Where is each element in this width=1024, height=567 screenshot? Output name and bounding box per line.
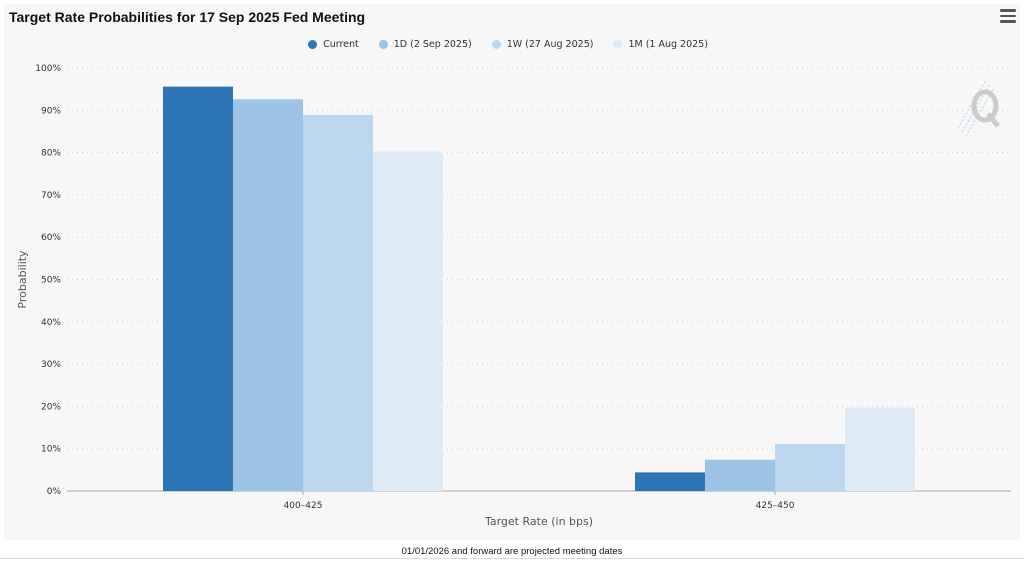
bar-1-1[interactable] xyxy=(705,459,775,491)
x-tick-label: 425–450 xyxy=(756,501,795,511)
y-tick-label: 80% xyxy=(41,149,61,159)
logo-q-ring xyxy=(971,89,999,123)
legend-marker xyxy=(308,40,318,49)
legend-label: 1D (2 Sep 2025) xyxy=(393,39,472,50)
legend-label: Current xyxy=(323,39,359,50)
legend-label: 1M (1 Aug 2025) xyxy=(628,39,708,50)
bar-1-3[interactable] xyxy=(845,407,915,491)
x-axis-title: Target Rate (in bps) xyxy=(484,515,593,528)
quikstrike-q-logo xyxy=(957,79,1000,137)
legend-marker xyxy=(613,40,623,49)
bar-0-1[interactable] xyxy=(233,99,303,491)
legend-marker xyxy=(491,40,501,49)
hamburger-menu-icon[interactable] xyxy=(1000,9,1016,23)
chart-legend: Current 1D (2 Sep 2025) 1W (27 Aug 2025) 1M… xyxy=(0,39,1016,50)
x-tick-label: 400–425 xyxy=(284,501,323,511)
y-tick-label: 60% xyxy=(41,233,61,243)
logo-stripe xyxy=(957,79,987,129)
footer-divider xyxy=(0,558,1024,559)
footer-note: 01/01/2026 and forward are projected mee… xyxy=(401,546,623,557)
logo-stripe xyxy=(961,83,991,133)
bar-1-0[interactable] xyxy=(635,472,705,491)
legend-item-1[interactable]: 1D (2 Sep 2025) xyxy=(378,39,472,50)
y-tick-label: 100% xyxy=(35,64,61,74)
y-tick-label: 90% xyxy=(41,106,61,116)
logo-stripe xyxy=(965,87,995,137)
logo-q-tail xyxy=(986,112,1000,128)
bar-chart: 0% 10% 20% 30% 40% 50% 60% 70% 80% 90% 100% 400–425… xyxy=(16,64,1011,528)
legend-item-2[interactable]: 1W (27 Aug 2025) xyxy=(491,39,594,50)
y-axis-title: Probability xyxy=(16,250,29,309)
bar-0-3[interactable] xyxy=(373,151,443,491)
y-tick-label: 20% xyxy=(41,402,61,412)
legend-item-0[interactable]: Current xyxy=(308,39,359,50)
legend-label: 1W (27 Aug 2025) xyxy=(506,39,594,50)
bar-0-0[interactable] xyxy=(163,86,233,491)
bar-1-2[interactable] xyxy=(775,444,845,491)
y-tick-label: 40% xyxy=(41,318,61,328)
y-tick-label: 30% xyxy=(41,360,61,370)
legend-item-3[interactable]: 1M (1 Aug 2025) xyxy=(613,39,708,50)
y-tick-label: 0% xyxy=(47,487,62,497)
y-tick-label: 70% xyxy=(41,191,61,201)
bar-0-2[interactable] xyxy=(303,114,373,491)
legend-marker xyxy=(378,40,388,49)
y-tick-label: 10% xyxy=(41,445,61,455)
y-tick-label: 50% xyxy=(41,276,61,286)
chart-title: Target Rate Probabilities for 17 Sep 202… xyxy=(9,9,366,25)
